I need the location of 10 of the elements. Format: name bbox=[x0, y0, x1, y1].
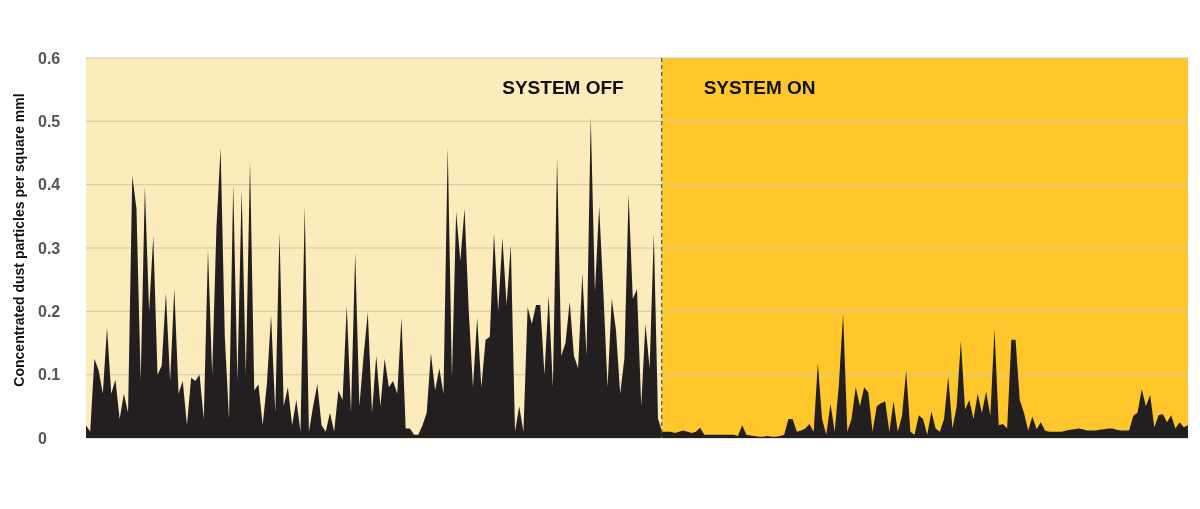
y-tick-label: 0.6 bbox=[38, 49, 61, 67]
annotation: SYSTEM ON bbox=[703, 77, 816, 98]
y-tick-label: 0.4 bbox=[38, 176, 61, 194]
y-tick-label: 0.3 bbox=[38, 239, 61, 257]
y-tick-label: 0.1 bbox=[38, 366, 61, 384]
y-axis-title: Concentrated dust particles per square mml bbox=[11, 93, 27, 387]
y-tick-label: 0 bbox=[38, 429, 47, 447]
y-tick-label: 0.2 bbox=[38, 302, 61, 320]
annotation: SYSTEM OFF bbox=[502, 77, 624, 98]
y-tick-label: 0.5 bbox=[38, 112, 61, 130]
